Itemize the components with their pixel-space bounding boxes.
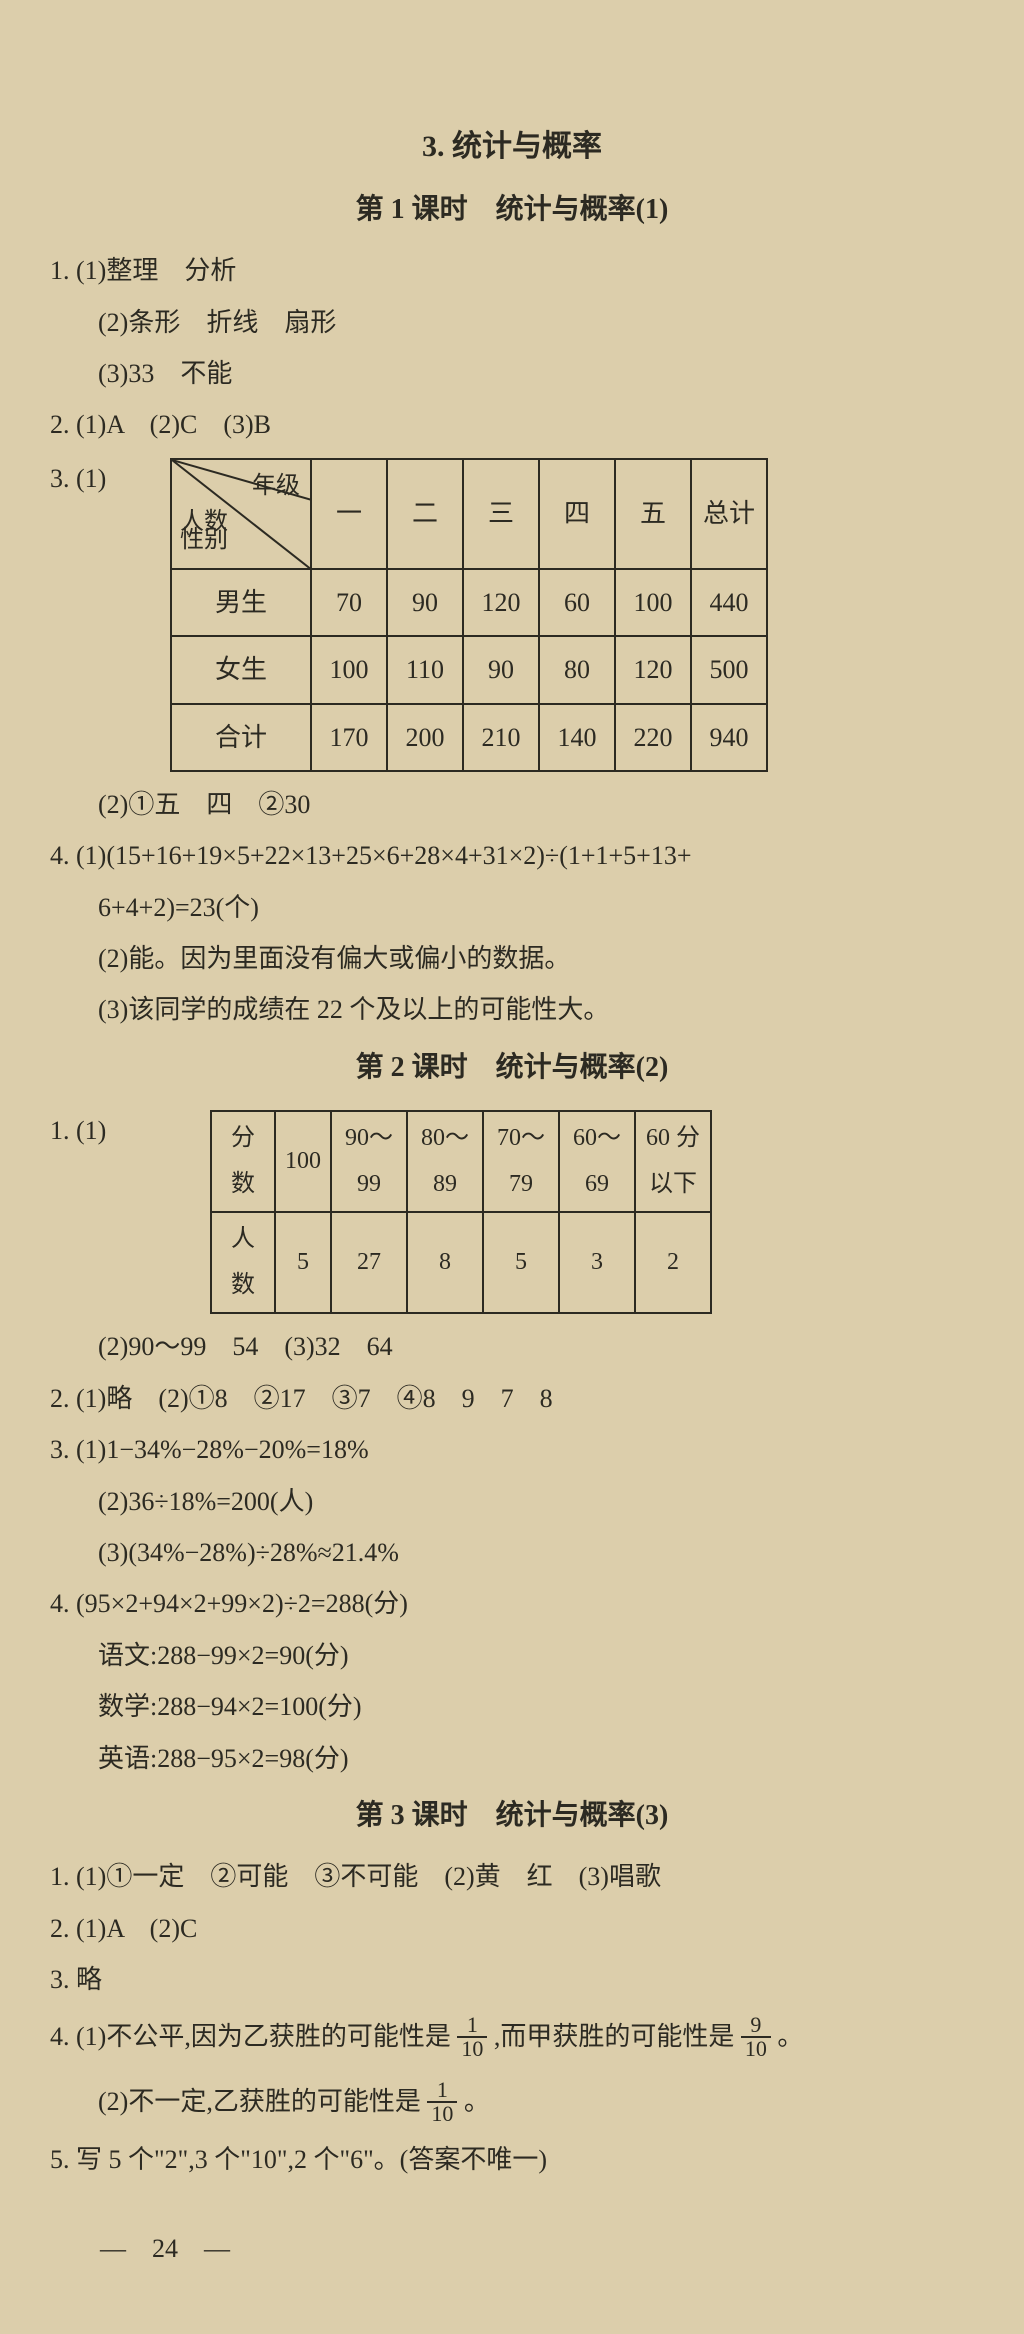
lesson1-title: 第 1 课时 统计与概率(1) (50, 183, 974, 236)
frac-den: 10 (741, 2038, 771, 2060)
table-col-header: 一 (311, 459, 387, 569)
table-cell: 90 (387, 569, 463, 636)
lesson3-title: 第 3 课时 统计与概率(3) (50, 1789, 974, 1842)
table-cell: 500 (691, 636, 767, 703)
table-col-header: 60 分以下 (635, 1111, 711, 1212)
table-cell: 140 (539, 704, 615, 771)
table-cell: 60 (539, 569, 615, 636)
l1-q4-1a: 4. (1)(15+16+19×5+22×13+25×6+28×4+31×2)÷… (50, 831, 974, 880)
frac-den: 10 (427, 2103, 457, 2125)
l3-q4-2: (2)不一定,乙获胜的可能性是 110 。 (50, 2071, 974, 2133)
l3-q4-2-pre: (2)不一定,乙获胜的可能性是 (98, 2087, 421, 2116)
l2-table: 分数10090～9980～8970～7960～6960 分以下人数5278532 (210, 1110, 712, 1314)
l1-q3-label: 3. (1) (50, 454, 170, 503)
table-row-label: 女生 (171, 636, 311, 703)
fraction: 910 (741, 2014, 771, 2060)
table-cell: 440 (691, 569, 767, 636)
lesson2-title: 第 2 课时 统计与概率(2) (50, 1041, 974, 1094)
table-cell: 人数 (211, 1212, 275, 1313)
fraction: 110 (427, 2079, 457, 2125)
l2-q4-4: 英语:288−95×2=98(分) (50, 1734, 974, 1783)
table-col-header: 80～89 (407, 1111, 483, 1212)
table-col-header: 五 (615, 459, 691, 569)
fraction: 110 (457, 2014, 487, 2060)
table-cell: 170 (311, 704, 387, 771)
table-col-header: 60～69 (559, 1111, 635, 1212)
l3-q5: 5. 写 5 个"2",3 个"10",2 个"6"。(答案不唯一) (50, 2135, 974, 2184)
l3-q1: 1. (1)①一定 ②可能 ③不可能 (2)黄 红 (3)唱歌 (50, 1852, 974, 1901)
table-diag-header: 年级人数性别 (171, 459, 311, 569)
table-col-header: 100 (275, 1111, 331, 1212)
table-cell: 110 (387, 636, 463, 703)
l1-q4-3: (3)该同学的成绩在 22 个及以上的可能性大。 (50, 985, 974, 1034)
table-col-header: 90～99 (331, 1111, 407, 1212)
table-col-header: 三 (463, 459, 539, 569)
l3-q4-1-mid: ,而甲获胜的可能性是 (494, 2022, 735, 2051)
l2-q1-2: (2)90～99 54 (3)32 64 (50, 1322, 974, 1371)
table-cell: 2 (635, 1212, 711, 1313)
l1-q2: 2. (1)A (2)C (3)B (50, 400, 974, 449)
table-cell: 5 (275, 1212, 331, 1313)
table-cell: 3 (559, 1212, 635, 1313)
frac-num: 9 (741, 2014, 771, 2038)
table-cell: 220 (615, 704, 691, 771)
l3-q4-2-end: 。 (464, 2087, 490, 2116)
l1-table: 年级人数性别一二三四五总计男生709012060100440女生10011090… (170, 458, 768, 772)
l3-q3: 3. 略 (50, 1955, 974, 2004)
l2-q3-3: (3)(34%−28%)÷28%≈21.4% (50, 1528, 974, 1577)
l1-q1-2: (2)条形 折线 扇形 (50, 298, 974, 347)
page-number: — 24 — (50, 2224, 974, 2273)
table-cell: 90 (463, 636, 539, 703)
table-cell: 120 (463, 569, 539, 636)
l1-q4-2: (2)能。因为里面没有偏大或偏小的数据。 (50, 934, 974, 983)
l2-q4-1: 4. (95×2+94×2+99×2)÷2=288(分) (50, 1579, 974, 1628)
table-cell: 210 (463, 704, 539, 771)
table-cell: 100 (311, 636, 387, 703)
table-col-header: 分数 (211, 1111, 275, 1212)
table-row-label: 男生 (171, 569, 311, 636)
table-cell: 120 (615, 636, 691, 703)
table-col-header: 四 (539, 459, 615, 569)
frac-num: 1 (457, 2014, 487, 2038)
table-row-label: 合计 (171, 704, 311, 771)
section-title: 3. 统计与概率 (50, 118, 974, 175)
frac-den: 10 (457, 2038, 487, 2060)
table-cell: 80 (539, 636, 615, 703)
table-cell: 70 (311, 569, 387, 636)
l2-q4-3: 数学:288−94×2=100(分) (50, 1682, 974, 1731)
table-col-header: 70～79 (483, 1111, 559, 1212)
l2-q4-2: 语文:288−99×2=90(分) (50, 1631, 974, 1680)
table-cell: 200 (387, 704, 463, 771)
table-cell: 940 (691, 704, 767, 771)
l1-q3-2: (2)①五 四 ②30 (50, 780, 974, 829)
l1-q1-3: (3)33 不能 (50, 349, 974, 398)
table-cell: 100 (615, 569, 691, 636)
l3-q4-1-pre: 4. (1)不公平,因为乙获胜的可能性是 (50, 2022, 451, 2051)
l3-q4-1: 4. (1)不公平,因为乙获胜的可能性是 110 ,而甲获胜的可能性是 910 … (50, 2006, 974, 2068)
frac-num: 1 (427, 2079, 457, 2103)
l2-q3-2: (2)36÷18%=200(人) (50, 1477, 974, 1526)
l2-q3-1: 3. (1)1−34%−28%−20%=18% (50, 1425, 974, 1474)
table-cell: 8 (407, 1212, 483, 1313)
table-cell: 27 (331, 1212, 407, 1313)
table-col-header: 总计 (691, 459, 767, 569)
l1-q1-1: 1. (1)整理 分析 (50, 246, 974, 295)
table-col-header: 二 (387, 459, 463, 569)
l1-q4-1b: 6+4+2)=23(个) (50, 883, 974, 932)
table-cell: 5 (483, 1212, 559, 1313)
l3-q4-1-end: 。 (777, 2022, 803, 2051)
l2-q1-label: 1. (1) (50, 1106, 210, 1155)
l2-q2: 2. (1)略 (2)①8 ②17 ③7 ④8 9 7 8 (50, 1374, 974, 1423)
l3-q2: 2. (1)A (2)C (50, 1904, 974, 1953)
